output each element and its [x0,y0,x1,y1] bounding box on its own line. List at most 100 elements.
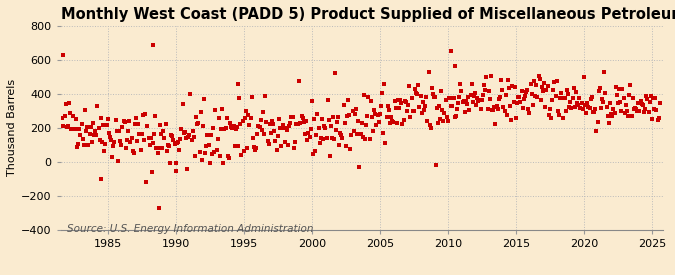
Point [115,139,126,143]
Point [230,126,241,131]
Point [152,151,163,155]
Point [110,118,121,122]
Point [74,127,85,131]
Point [95,116,106,120]
Point [81,128,92,133]
Point [543,113,554,117]
Point [485,74,496,79]
Point [168,138,179,142]
Point [82,125,92,129]
Point [485,97,495,101]
Point [238,149,249,153]
Point [570,90,581,94]
Point [161,149,172,153]
Point [448,96,459,100]
Point [270,139,281,143]
Point [313,126,324,130]
Point [431,105,442,110]
Point [457,100,468,104]
Point [605,112,616,116]
Point [267,119,277,123]
Point [491,104,502,109]
Point [136,132,147,136]
Point [151,146,162,150]
Point [582,101,593,106]
Point [477,98,487,103]
Point [460,99,471,103]
Point [304,134,315,139]
Point [275,125,286,130]
Point [531,83,541,87]
Point [178,131,189,136]
Point [101,123,112,128]
Point [144,142,155,147]
Point [198,124,209,128]
Point [445,96,456,100]
Point [63,124,74,129]
Point [210,108,221,112]
Point [59,114,70,118]
Point [468,94,479,98]
Point [243,113,254,117]
Point [577,107,588,112]
Point [281,127,292,132]
Point [158,129,169,134]
Point [624,92,634,97]
Point [211,147,222,152]
Point [119,120,130,124]
Point [126,136,137,140]
Point [180,135,191,140]
Point [389,99,400,103]
Point [227,126,238,130]
Point [60,102,71,107]
Point [105,135,115,139]
Point [595,85,605,90]
Point [290,140,300,145]
Point [652,118,663,122]
Point [535,98,546,102]
Point [408,109,419,113]
Point [173,148,184,152]
Point [393,97,404,102]
Point [259,131,269,136]
Point [431,163,441,167]
Point [537,85,547,90]
Point [207,152,217,156]
Point [523,106,534,111]
Point [404,84,414,88]
Point [490,122,501,126]
Point [145,136,156,141]
Point [576,101,587,105]
Point [242,146,252,150]
Point [141,180,152,184]
Point [311,133,322,137]
Point [532,94,543,99]
Point [495,95,506,99]
Point [143,136,154,141]
Point [367,115,377,120]
Point [421,95,432,100]
Point [160,122,171,126]
Point [592,120,603,125]
Point [489,105,500,109]
Point [99,149,110,153]
Point [651,108,662,112]
Point [573,103,584,108]
Point [466,81,477,86]
Point [308,117,319,122]
Point [75,133,86,137]
Point [422,119,433,123]
Point [331,120,342,124]
Point [612,101,623,106]
Point [575,106,586,110]
Point [556,91,566,95]
Point [632,109,643,114]
Point [455,82,466,87]
Point [280,126,291,131]
Point [117,125,128,129]
Point [321,135,332,140]
Point [336,133,347,137]
Point [585,97,596,101]
Point [203,143,214,147]
Point [479,82,489,87]
